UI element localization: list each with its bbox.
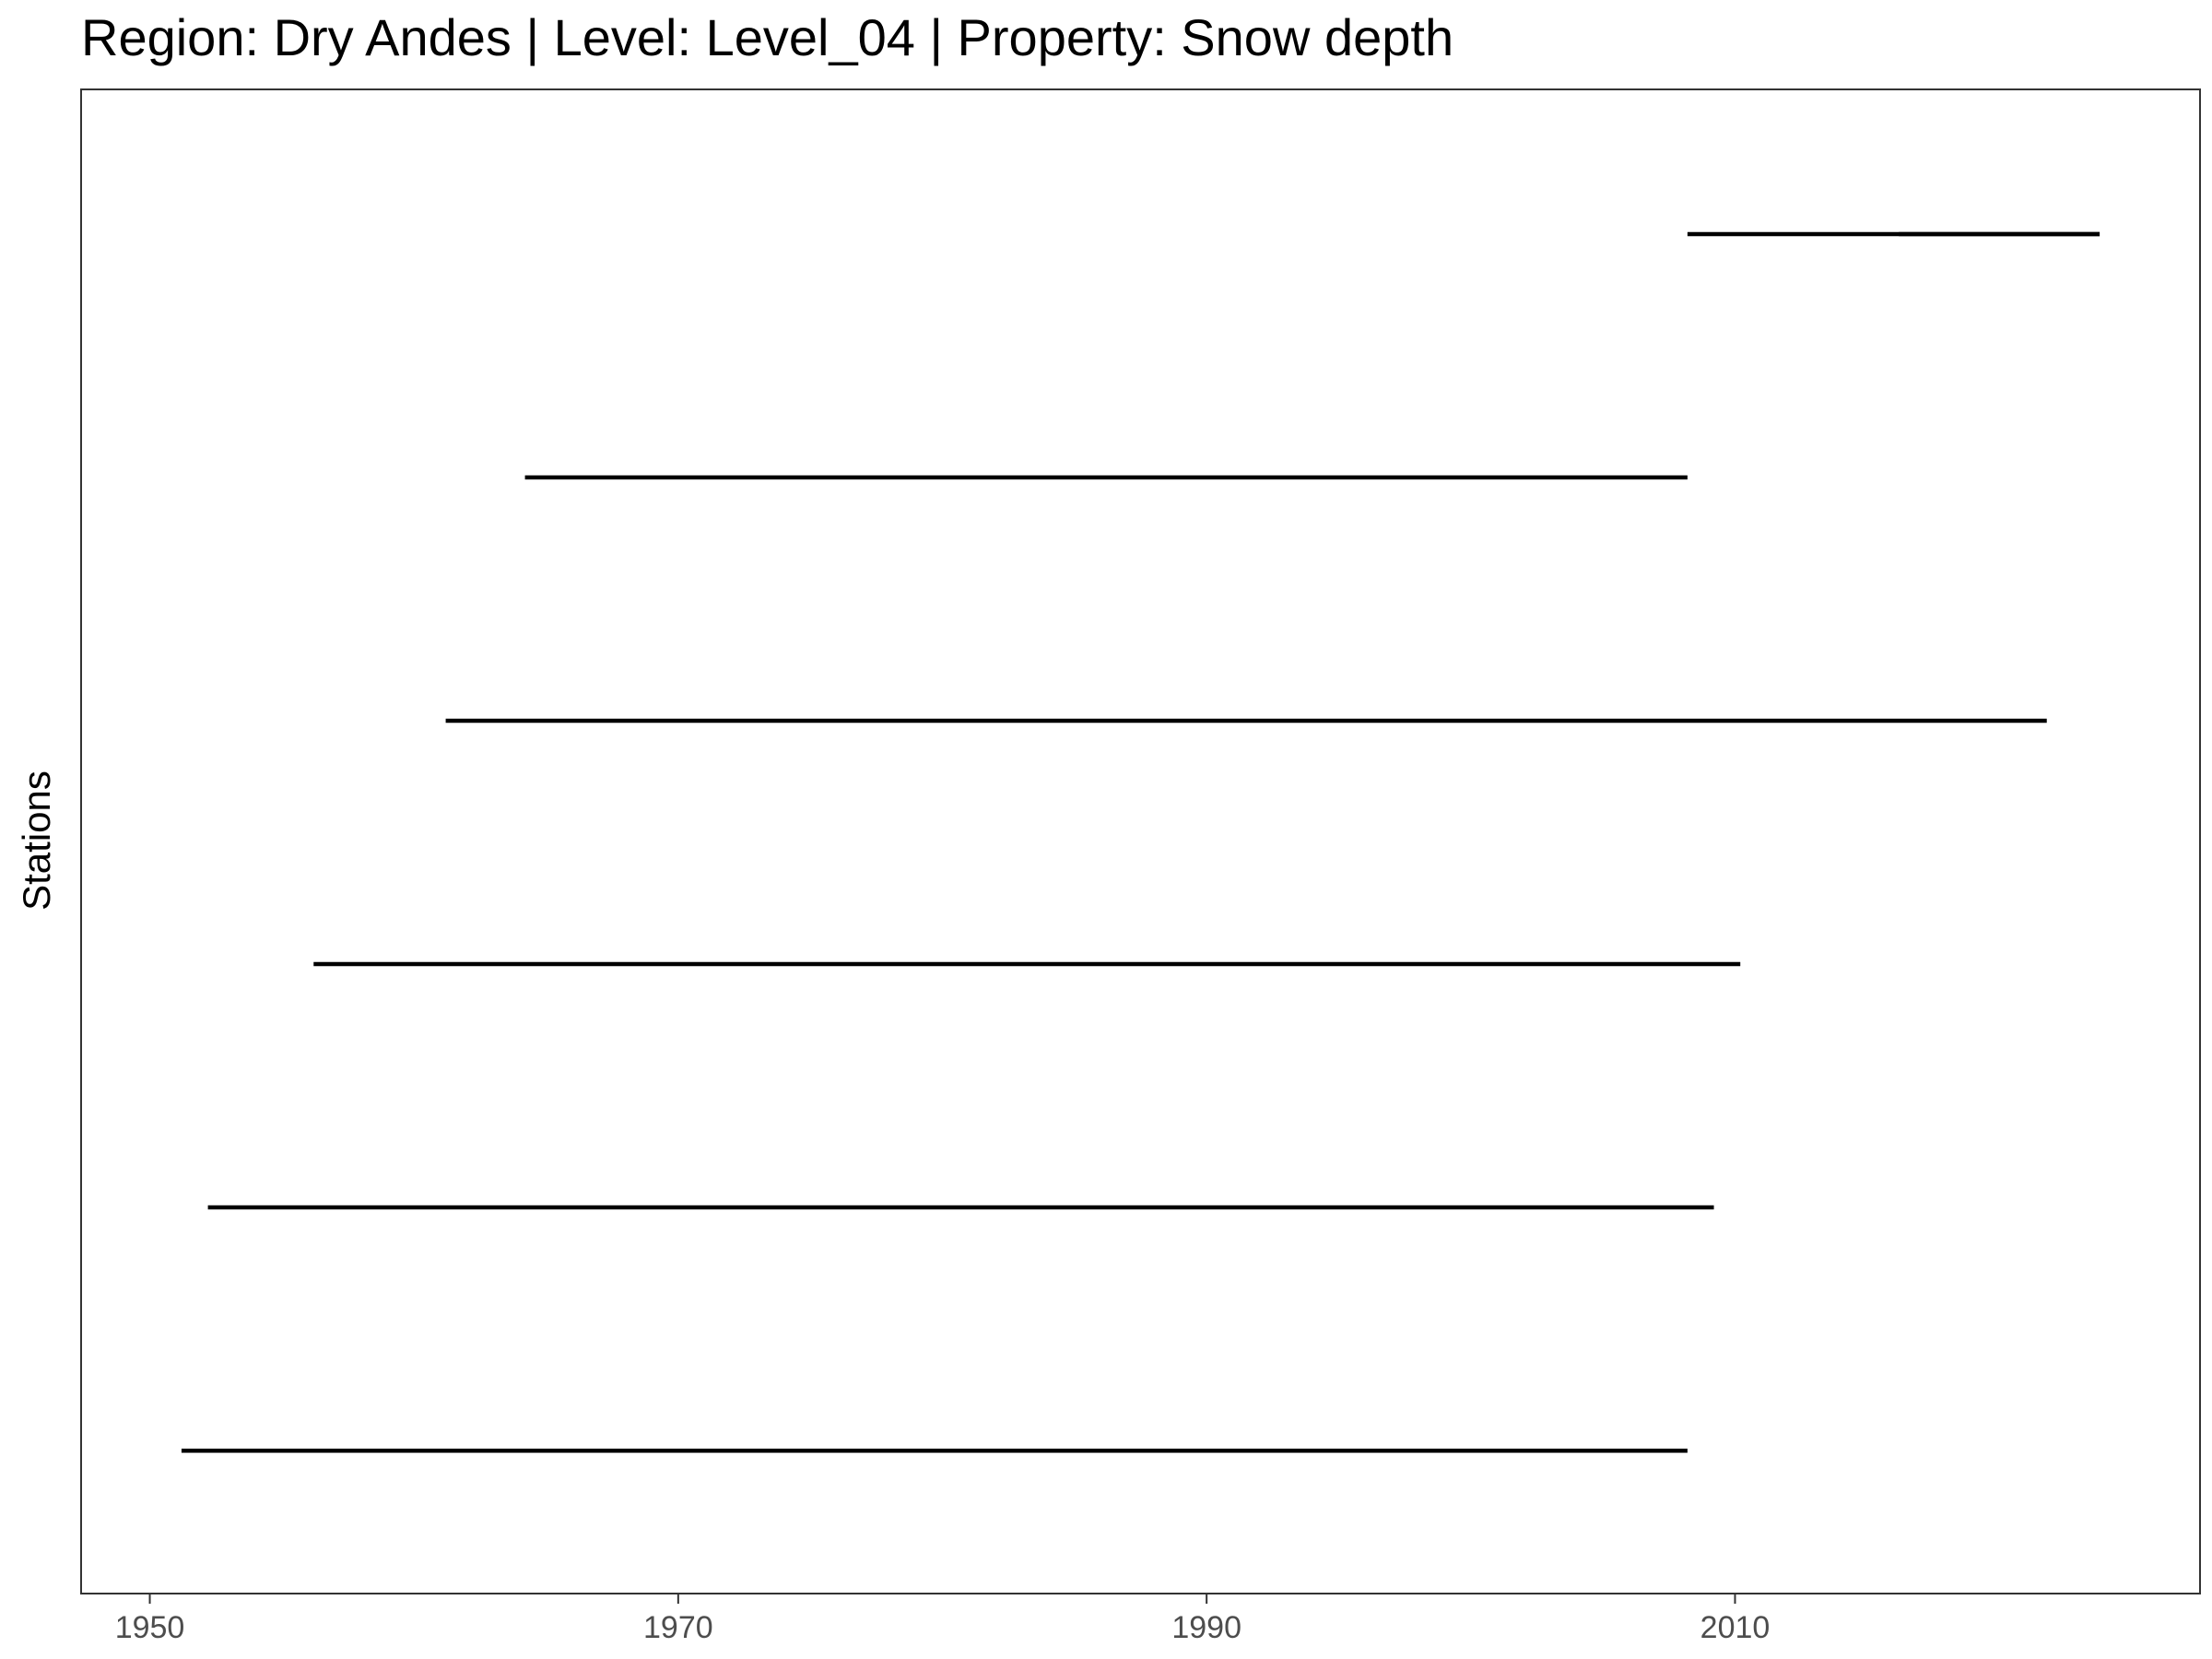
station-segments xyxy=(181,231,2100,1453)
x-tick-label-1950: 1950 xyxy=(115,1610,185,1645)
x-tick-label-1970: 1970 xyxy=(643,1610,713,1645)
x-tick-label-1990: 1990 xyxy=(1171,1610,1241,1645)
plot-panel xyxy=(80,88,2201,1594)
x-tick-label-2010: 2010 xyxy=(1700,1610,1771,1645)
x-axis: 1950 1970 1990 2010 xyxy=(115,1594,1771,1645)
chart-title: Region: Dry Andes | Level: Level_04 | Pr… xyxy=(81,8,1453,66)
y-axis-label: Stations xyxy=(15,771,58,911)
